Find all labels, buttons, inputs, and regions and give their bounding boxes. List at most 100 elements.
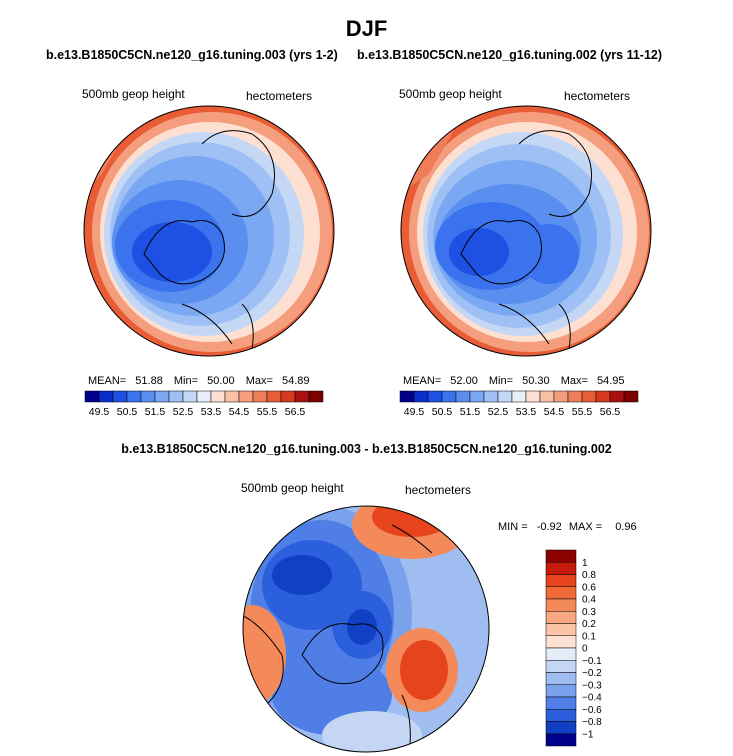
panel3-colorbar-tick-label: 0.3 (582, 607, 596, 618)
panel3-max-value: 0.96 (615, 521, 637, 533)
p2-coastline-1 (460, 220, 542, 285)
panel2-colorbar-tick-label: 52.5 (488, 406, 509, 418)
figure-title: DJF (345, 16, 388, 41)
panel3-colorbar-swatch (545, 647, 577, 661)
p3-coastline-2 (243, 614, 284, 706)
panel3-colorbar-swatch (545, 635, 577, 649)
panel2-colorbar-tick-label: 53.5 (516, 406, 537, 418)
panel1-field-label: 500mb geop height (82, 87, 185, 101)
panel3-colorbar-tick-label: 0.4 (582, 595, 596, 606)
panel2-field-label: 500mb geop height (399, 87, 502, 101)
panel1-colorbar: 49.5 50.5 51.5 52.5 53.5 54.5 55.5 56.5 (84, 390, 324, 418)
panel3-colorbar-tick-label: 0.1 (582, 631, 596, 642)
panel1-colorbar-swatch (182, 390, 198, 403)
panel1-title: b.e13.B1850C5CN.ne120_g16.tuning.003 (yr… (46, 48, 338, 62)
panel3-colorbar-swatch (545, 574, 577, 587)
p2-band-8 (519, 224, 579, 284)
panel3-colorbar-swatch (545, 598, 577, 612)
panel3-units-label: hectometers (405, 483, 472, 497)
panel3-colorbar-tick-label: 0.2 (582, 619, 596, 630)
panel1-colorbar-tick-label: 53.5 (201, 406, 222, 418)
panel1-colorbar-swatch (126, 390, 142, 403)
panel2-mean-label: MEAN= (403, 375, 442, 387)
panel2-colorbar-swatch (483, 390, 499, 403)
panel2-colorbar-tick-label: 55.5 (572, 406, 593, 418)
panel3-colorbar-swatch (545, 709, 577, 722)
panel1-colorbar-swatch (84, 390, 100, 403)
panel2-min-value: 50.30 (522, 375, 550, 387)
panel2-colorbar-swatch (427, 390, 443, 403)
p2-band-9 (449, 228, 509, 276)
panel2-colorbar-swatch (595, 390, 611, 403)
panel2-colorbar-swatch (539, 390, 555, 403)
panel2-colorbar-swatch (525, 390, 541, 403)
panel3-colorbar-swatch (545, 623, 577, 636)
panel3-colorbar-swatch (545, 696, 577, 710)
p3-band-4 (272, 555, 332, 595)
panel1-units-label: hectometers (246, 89, 313, 103)
panel3-min-label: MIN = (498, 521, 528, 533)
panel2-mean-value: 52.00 (450, 375, 478, 387)
panel1-max-label: Max= (245, 375, 273, 387)
panel2-colorbar-swatch (553, 390, 569, 403)
panel1-colorbar-tick-label: 50.5 (117, 406, 138, 418)
panel2-colorbar-swatch (567, 390, 583, 403)
panel1-colorbar-swatch (266, 390, 282, 403)
panel3-colorbar-tick-label: 0.6 (582, 582, 596, 593)
panel2-min-label: Min= (488, 375, 514, 387)
panel3-map (242, 505, 490, 753)
panel3-colorbar-tick-label: −0.8 (582, 717, 602, 728)
panel2-max-label: Max= (560, 375, 588, 387)
panel3-colorbar-swatch (545, 549, 577, 563)
panel1-colorbar-swatch (154, 390, 170, 403)
panel2-colorbar-swatch (497, 390, 513, 403)
panel3-stats: MIN = -0.92 MAX = 0.96 (498, 521, 637, 533)
panel3-colorbar-swatch (545, 660, 577, 673)
panel1-colorbar-tick-label: 56.5 (285, 406, 306, 418)
panel1-colorbar-tick-label: 49.5 (89, 406, 110, 418)
panel2-colorbar-swatch (609, 390, 625, 403)
panel1-colorbar-swatch (308, 390, 324, 403)
panel3-colorbar-tick-label: 1 (582, 558, 588, 569)
panel2-colorbar: 49.5 50.5 51.5 52.5 53.5 54.5 55.5 56.5 (399, 390, 639, 418)
panel2-units-label: hectometers (564, 89, 631, 103)
panel1-mean-label: MEAN= (88, 375, 127, 387)
p3-coastline-1 (301, 623, 384, 685)
panel1-colorbar-swatch (140, 390, 156, 403)
panel3-colorbar-swatch (545, 733, 577, 747)
panel1-min-label: Min= (173, 375, 199, 387)
panel1-mean-value: 51.88 (135, 375, 163, 387)
panel1-map (83, 105, 335, 357)
p3-band-12 (400, 640, 448, 700)
p3-band-13 (322, 711, 422, 752)
panel3-colorbar-swatch (545, 672, 577, 685)
panel1-max-value: 54.89 (281, 375, 310, 387)
panel1-colorbar-swatch (98, 390, 114, 403)
p3-coastline-3 (391, 524, 433, 746)
panel2-colorbar-tick-label: 51.5 (460, 406, 481, 418)
panel2-title: b.e13.B1850C5CN.ne120_g16.tuning.002 (yr… (357, 48, 663, 62)
panel3-colorbar-tick-label: −0.3 (582, 680, 602, 691)
p1-band-8 (132, 222, 212, 282)
panel2-colorbar-tick-label: 54.5 (544, 406, 565, 418)
panel1-min-value: 50.00 (207, 375, 235, 387)
panel1-colorbar-swatch (112, 390, 128, 403)
panel3-colorbar: 10.80.6 0.40.30.20.1 0−0.1−0.2−0.3 −0.4−0.6… (545, 549, 602, 747)
panel2-map (400, 105, 652, 357)
panel3-colorbar-swatch (545, 586, 577, 600)
panel3-colorbar-swatch (545, 721, 577, 734)
panel3-colorbar-swatch (545, 611, 577, 624)
panel1-colorbar-tick-label: 52.5 (173, 406, 194, 418)
panel1-colorbar-swatch (280, 390, 296, 403)
panel3-colorbar-swatch (545, 562, 577, 575)
panel1-colorbar-swatch (210, 390, 226, 403)
p1-coastline-2 (201, 130, 275, 217)
panel2-colorbar-swatch (469, 390, 485, 403)
panel2-colorbar-tick-label: 56.5 (600, 406, 621, 418)
panel1-colorbar-swatch (294, 390, 310, 403)
panel1-colorbar-tick-label: 55.5 (257, 406, 278, 418)
panel1-colorbar-tick-label: 51.5 (145, 406, 166, 418)
panel3-min-value: -0.92 (536, 521, 562, 533)
panel1-colorbar-tick-label: 54.5 (229, 406, 250, 418)
panel1-colorbar-swatch (168, 390, 184, 403)
